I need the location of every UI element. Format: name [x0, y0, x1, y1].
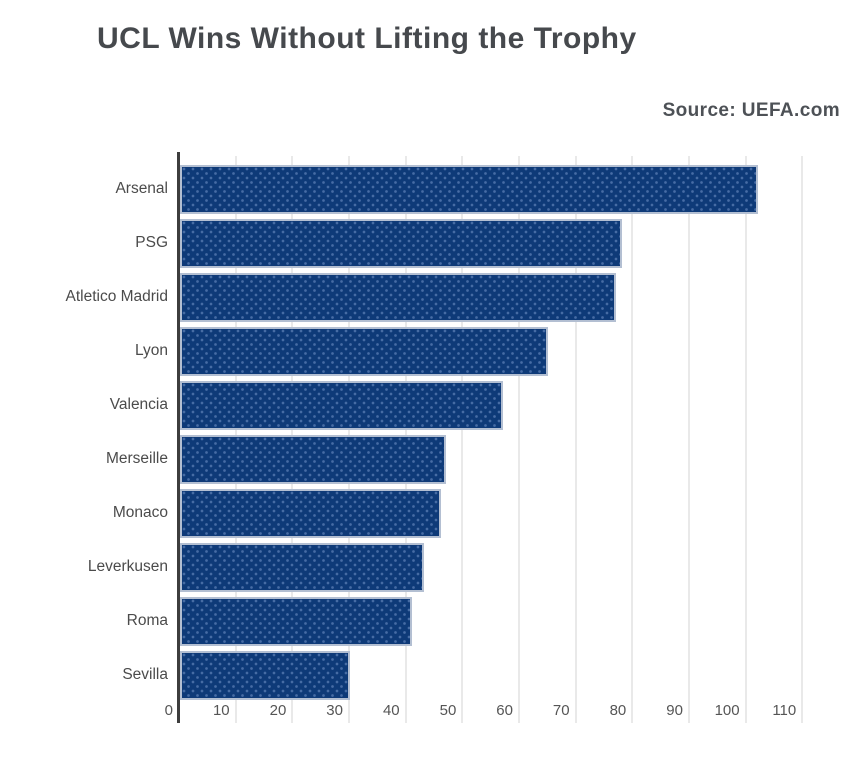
bar-leverkusen [180, 542, 424, 592]
y-label-valencia: Valencia [109, 396, 168, 413]
bar-atletico-madrid [180, 272, 617, 322]
bar-arsenal [180, 164, 758, 214]
gridline-90 [687, 156, 690, 723]
bar-sevilla [180, 650, 350, 700]
x-tick-label-80: 80 [609, 702, 627, 719]
source-credit: Source: UEFA.com [662, 100, 840, 121]
gridline-50 [461, 156, 464, 723]
gridline-60 [517, 156, 520, 723]
gridline-70 [574, 156, 577, 723]
x-tick-label-100: 100 [714, 702, 740, 719]
y-label-monaco: Monaco [112, 504, 168, 521]
x-tick-label-90: 90 [666, 702, 683, 719]
x-tick-label-110: 110 [772, 702, 797, 719]
bar-merseille [180, 434, 447, 484]
y-label-atletico-madrid: Atletico Madrid [65, 288, 168, 305]
y-label-leverkusen: Leverkusen [87, 558, 168, 575]
x-tick-label-10: 10 [212, 702, 230, 719]
x-tick-label-60: 60 [496, 702, 513, 719]
bar-valencia [180, 380, 503, 430]
bar-monaco [180, 488, 441, 538]
x-tick-label-70: 70 [552, 702, 570, 719]
x-tick-label-30: 30 [326, 702, 343, 719]
y-label-sevilla: Sevilla [122, 666, 168, 683]
y-label-psg: PSG [135, 234, 168, 251]
y-label-merseille: Merseille [105, 450, 168, 467]
x-tick-label-0: 0 [164, 702, 173, 719]
chart-title: UCL Wins Without Lifting the Trophy [97, 22, 637, 55]
gridline-100 [744, 156, 747, 723]
y-label-roma: Roma [126, 612, 168, 629]
y-label-lyon: Lyon [134, 342, 168, 359]
y-axis-line [177, 152, 180, 723]
x-tick-label-50: 50 [439, 702, 457, 719]
bar-lyon [180, 326, 549, 376]
bar-psg [180, 218, 622, 268]
bar-roma [180, 596, 413, 646]
x-tick-label-20: 20 [269, 702, 287, 719]
gridline-110 [801, 156, 804, 723]
y-label-arsenal: Arsenal [115, 180, 168, 197]
x-tick-label-40: 40 [382, 702, 400, 719]
gridline-80 [631, 156, 634, 723]
